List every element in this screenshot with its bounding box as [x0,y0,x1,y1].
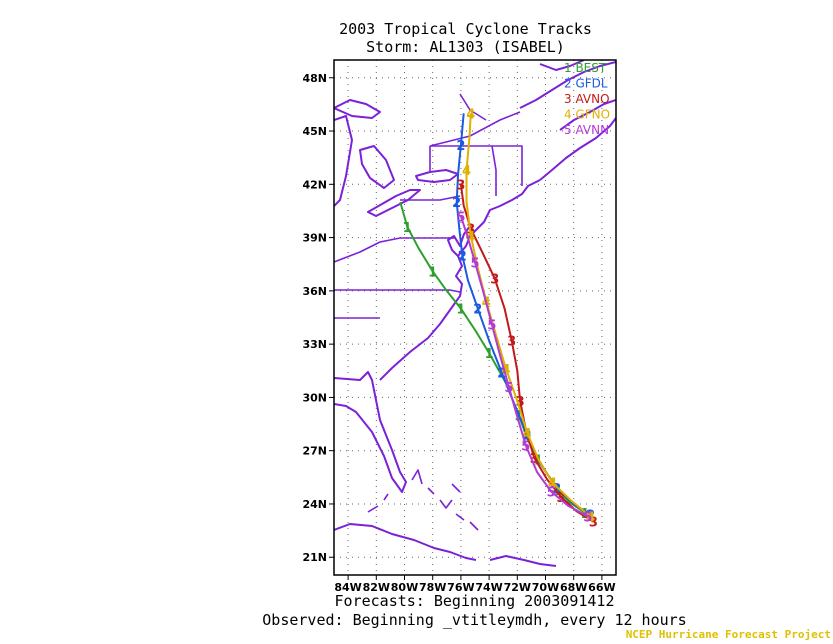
track-marker-avno: 3 [456,178,465,193]
state-boundaries [334,145,523,319]
forecast-start-label: Forecasts: Beginning 2003091412 [334,592,615,610]
lon-tick-label: 66W [588,581,615,594]
lake-erie [367,189,421,217]
hispaniola-coastline [489,555,557,567]
lat-tick-label: 21N [302,551,327,564]
lake-michigan-shore [334,115,353,207]
lat-tick-label: 36N [302,285,327,298]
credit-label: NCEP Hurricane Forecast Project [625,628,831,641]
lake-ontario [415,169,459,183]
lat-tick-label: 42N [302,178,327,191]
track-marker-best: 1 [485,347,494,362]
gulf-st-lawrence-coastline [519,61,616,109]
track-marker-avnn: 5 [583,510,592,525]
bahamas [411,469,479,531]
legend-entry-gfdl: 2 GFDL [564,77,608,91]
lon-tick-label: 68W [560,581,587,594]
track-marker-gfno: 4 [548,477,557,492]
lon-tick-label: 72W [504,581,531,594]
carolina-coastline [379,179,541,381]
legend-entry-avnn: 5 AVNN [564,123,609,137]
lon-tick-label: 76W [447,581,474,594]
track-line-avnn [459,215,589,518]
track-marker-gfdl: 2 [458,249,467,264]
chart-title: 2003 Tropical Cyclone Tracks [339,20,592,38]
track-marker-gfno: 4 [466,230,475,245]
map-frame [333,59,617,576]
track-marker-gfdl: 2 [497,367,506,382]
lat-tick-label: 39N [302,232,327,245]
lon-tick-label: 82W [363,581,390,594]
track-marker-avnn: 5 [521,439,530,454]
lat-tick-label: 30N [302,391,327,404]
track-marker-gfno: 4 [466,107,475,122]
lat-tick-label: 45N [302,125,327,138]
lake-huron [359,145,395,189]
us-east-coastline [334,371,407,493]
track-marker-gfdl: 2 [452,196,461,211]
lat-tick-label: 24N [302,498,327,511]
track-line-avno [459,184,594,523]
cuba-coastline [334,523,477,561]
canada-border [429,93,521,147]
track-marker-gfno: 4 [586,510,595,525]
track-marker-avnn: 5 [487,319,496,334]
track-marker-avno: 3 [516,395,525,410]
lat-tick-label: 27N [302,445,327,458]
track-marker-best: 1 [456,303,465,318]
track-marker-avnn: 5 [504,381,513,396]
track-marker-best: 1 [554,484,563,499]
florida-keys [367,493,389,513]
lon-tick-label: 74W [475,581,502,594]
chesapeake-coastline [447,225,471,257]
track-marker-best: 1 [428,265,437,280]
legend-entry-avno: 3 AVNO [564,92,610,106]
axis-ticks: 84W 82W 80W 78W 76W 74W 72W 70W 68W 66W 21N 24N 27N 3… [302,72,615,594]
maritimes-coastline [559,99,616,131]
track-marker-gfno: 4 [462,164,471,179]
track-marker-gfdl: 2 [552,482,561,497]
observed-label: Observed: Beginning _vtitleymdh, every 1… [262,611,687,629]
track-marker-avno: 3 [530,452,539,467]
newfoundland-coastline [539,60,585,71]
track-marker-avnn: 5 [470,256,479,271]
storm-subtitle: Storm: AL1303 (ISABEL) [366,38,565,56]
lake-superior-shore [334,99,381,119]
legend-entry-gfno: 4 GFNO [564,108,610,122]
lon-tick-label: 80W [391,581,418,594]
track-marker-best: 1 [403,221,412,236]
track-marker-avnn: 5 [547,486,556,501]
lat-tick-label: 33N [302,338,327,351]
track-marker-avno: 3 [556,491,565,506]
track-marker-gfdl: 2 [473,303,482,318]
track-marker-gfdl: 2 [456,139,465,154]
track-marker-avno: 3 [490,272,499,287]
lat-tick-label: 48N [302,72,327,85]
track-marker-gfno: 4 [501,363,510,378]
new-england-coastline [539,117,616,181]
track-marker-avnn: 5 [456,210,465,225]
track-marker-gfno: 4 [523,427,532,442]
track-marker-avno: 3 [507,335,516,350]
coastlines [334,60,616,567]
lon-tick-label: 84W [334,581,361,594]
lon-tick-label: 78W [419,581,446,594]
legend-entry-best: 1 BEST [564,61,607,75]
track-marker-avno: 3 [589,516,598,531]
lon-tick-label: 70W [532,581,559,594]
track-line-gfno [465,113,592,518]
